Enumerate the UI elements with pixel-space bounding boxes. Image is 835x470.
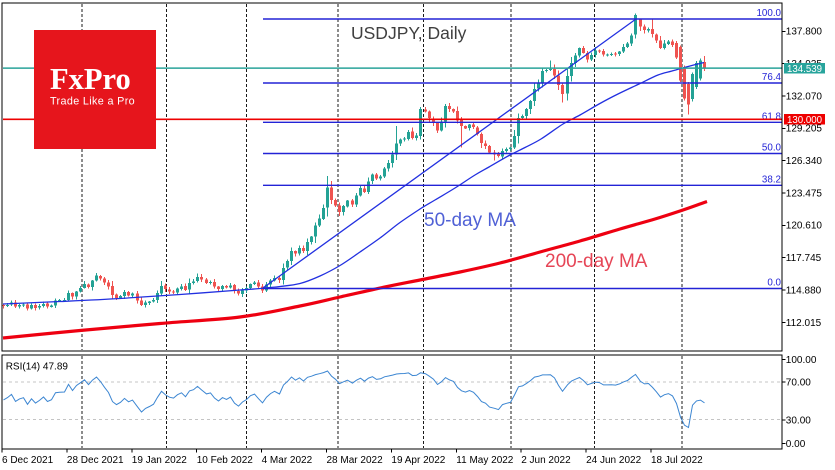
svg-text:117.745: 117.745: [786, 253, 822, 264]
svg-text:126.340: 126.340: [786, 156, 823, 167]
svg-text:2 Jun 2022: 2 Jun 2022: [521, 455, 571, 466]
svg-text:120.610: 120.610: [786, 221, 823, 232]
svg-text:Trade Like a Pro: Trade Like a Pro: [50, 96, 135, 108]
svg-text:123.475: 123.475: [786, 188, 823, 199]
svg-text:130.000: 130.000: [787, 115, 823, 126]
svg-text:USDJPY, Daily: USDJPY, Daily: [351, 23, 467, 43]
svg-text:134.539: 134.539: [787, 64, 822, 75]
svg-text:114.880: 114.880: [786, 285, 822, 296]
svg-text:70.00: 70.00: [786, 377, 811, 388]
svg-text:129.205: 129.205: [786, 124, 823, 135]
svg-text:0.0: 0.0: [767, 278, 781, 289]
svg-text:50.0: 50.0: [762, 143, 782, 154]
svg-text:0.00: 0.00: [786, 439, 806, 450]
svg-text:19 Jan 2022: 19 Jan 2022: [132, 455, 187, 466]
svg-text:18 Jul 2022: 18 Jul 2022: [651, 455, 703, 466]
svg-text:24 Jun 2022: 24 Jun 2022: [586, 455, 641, 466]
svg-text:137.800: 137.800: [786, 27, 823, 38]
svg-text:132.070: 132.070: [786, 91, 823, 102]
svg-text:4 Mar 2022: 4 Mar 2022: [262, 455, 313, 466]
svg-text:RSI(14) 47.89: RSI(14) 47.89: [6, 362, 69, 373]
svg-text:10 Feb 2022: 10 Feb 2022: [197, 455, 254, 466]
svg-text:76.4: 76.4: [762, 72, 782, 83]
svg-text:30.00: 30.00: [786, 415, 811, 426]
svg-text:112.015: 112.015: [786, 318, 822, 329]
svg-text:100.0: 100.0: [756, 8, 781, 19]
svg-text:38.2: 38.2: [762, 174, 781, 185]
svg-text:100.00: 100.00: [786, 355, 817, 366]
svg-text:200-day MA: 200-day MA: [545, 251, 648, 272]
svg-text:50-day MA: 50-day MA: [424, 210, 516, 231]
svg-text:19 Apr 2022: 19 Apr 2022: [391, 455, 445, 466]
svg-text:28 Mar 2022: 28 Mar 2022: [327, 455, 384, 466]
svg-text:61.8: 61.8: [762, 111, 782, 122]
svg-text:28 Dec 2021: 28 Dec 2021: [67, 455, 124, 466]
svg-text:11 May 2022: 11 May 2022: [456, 455, 514, 466]
svg-text:FxPro: FxPro: [50, 62, 131, 96]
svg-text:6 Dec 2021: 6 Dec 2021: [2, 455, 54, 466]
